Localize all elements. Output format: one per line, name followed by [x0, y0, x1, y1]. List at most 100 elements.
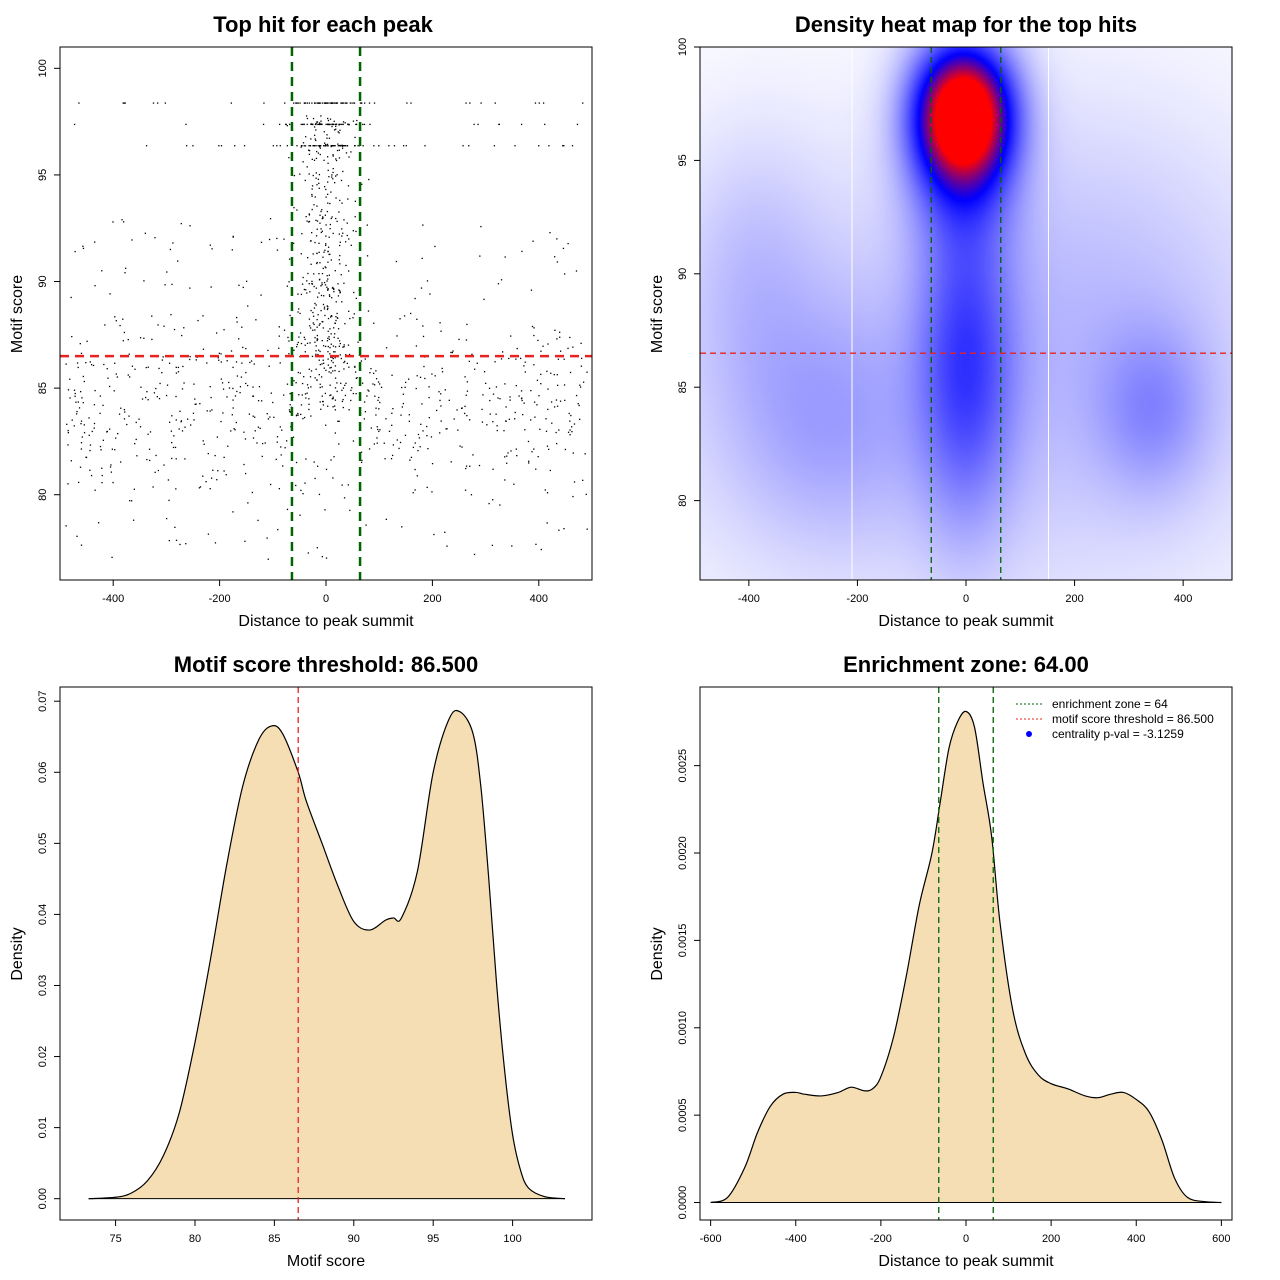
scatter-point [410, 456, 413, 459]
scatter-point [533, 334, 535, 337]
scatter-point [406, 102, 408, 104]
scatter-point [368, 102, 371, 104]
scatter-point [376, 426, 378, 428]
scatter-point [78, 481, 80, 484]
scatter-point [405, 145, 407, 147]
scatter-point [506, 455, 508, 457]
scatter-point [323, 306, 326, 308]
scatter-point [465, 465, 468, 467]
scatter-point [340, 123, 342, 126]
scatter-point [316, 102, 318, 104]
scatter-point [199, 486, 202, 488]
scatter-point [252, 395, 255, 397]
scatter-point [344, 322, 346, 325]
scatter-point [434, 375, 436, 377]
heatmap-x-tick-label: -200 [846, 593, 868, 605]
scatter-point [303, 145, 305, 147]
score-density-x-tick-label: 80 [189, 1233, 201, 1245]
scatter-point [315, 219, 317, 222]
scatter-point [339, 145, 342, 147]
scatter-point [336, 382, 338, 384]
scatter-point [339, 354, 341, 356]
scatter-point [307, 387, 309, 389]
scatter-point [332, 361, 334, 364]
scatter-point [563, 273, 566, 275]
scatter-point [206, 410, 208, 412]
scatter-point [492, 468, 494, 470]
scatter-point [211, 409, 213, 411]
scatter-point [341, 301, 343, 303]
scatter-point [559, 336, 561, 338]
scatter-point [184, 458, 186, 460]
scatter-point [509, 396, 511, 398]
scatter-plot-area [60, 47, 592, 580]
scatter-point [325, 188, 327, 191]
scatter-point [355, 230, 357, 233]
scatter-x-tick-label: 400 [530, 593, 548, 605]
scatter-point [156, 396, 158, 398]
scatter-point [485, 382, 487, 385]
scatter-point [205, 481, 207, 483]
scatter-point [528, 462, 530, 464]
scatter-point [80, 423, 82, 425]
scatter-point [330, 217, 332, 220]
scatter-point [347, 270, 350, 272]
scatter-point [330, 360, 333, 362]
scatter-point [299, 514, 301, 516]
scatter-point [283, 394, 285, 396]
scatter-x-label: Distance to peak summit [238, 613, 414, 630]
scatter-point [144, 232, 147, 234]
scatter-point [402, 393, 404, 395]
scatter-frame [59, 46, 593, 581]
scatter-point [65, 525, 67, 527]
scatter-point [427, 447, 429, 450]
scatter-point [333, 120, 335, 122]
scatter-point [320, 408, 322, 410]
scatter-point [332, 396, 334, 398]
scatter-point [202, 475, 204, 477]
scatter-point [572, 495, 574, 498]
scatter-point [404, 434, 407, 437]
scatter-point [236, 321, 238, 323]
scatter-point [440, 420, 442, 422]
scatter-point [329, 253, 331, 255]
scatter-point [483, 298, 485, 301]
scatter-point [272, 401, 274, 404]
scatter-point [332, 171, 334, 174]
scatter-point [315, 353, 317, 355]
scatter-point [214, 454, 216, 457]
scatter-point [311, 102, 313, 104]
scatter-point [388, 145, 390, 147]
scatter-point [327, 261, 329, 263]
scatter-point [581, 357, 583, 360]
scatter-point [316, 339, 318, 342]
scatter-point [326, 210, 329, 213]
scatter-point [146, 391, 148, 393]
scatter-point [313, 307, 316, 309]
scatter-point [254, 416, 256, 418]
scatter-point [334, 322, 336, 325]
scatter-point [341, 228, 343, 230]
scatter-point [338, 420, 340, 422]
scatter-point [185, 123, 187, 126]
scatter-point [313, 285, 315, 288]
scatter-point [569, 429, 571, 431]
scatter-point [111, 448, 114, 450]
scatter-point [337, 131, 339, 133]
scatter-point [355, 297, 357, 300]
scatter-point [339, 292, 341, 294]
scatter-point [416, 375, 418, 377]
scatter-point [330, 145, 332, 147]
scatter-point [488, 502, 490, 505]
distance-density-plot-area [710, 687, 1222, 1220]
scatter-point [338, 132, 340, 134]
scatter-point [323, 186, 326, 188]
scatter-point [83, 380, 85, 383]
scatter-point [307, 552, 309, 554]
heatmap-density-image [700, 47, 1232, 580]
scatter-point [345, 354, 347, 356]
scatter-point [332, 357, 334, 360]
scatter-point [286, 440, 288, 442]
scatter-point [311, 188, 313, 190]
scatter-point [532, 240, 534, 242]
